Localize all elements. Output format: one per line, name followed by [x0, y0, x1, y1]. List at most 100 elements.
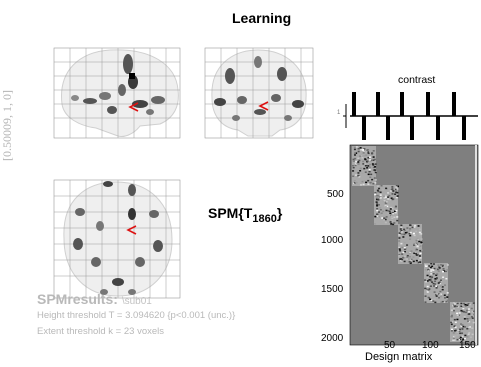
dm-noise-pixel: [435, 285, 438, 288]
dm-noise-pixel: [415, 239, 418, 242]
dm-noise-pixel: [464, 303, 467, 306]
dm-noise-pixel: [450, 321, 453, 324]
dm-noise-pixel: [425, 265, 428, 268]
dm-noise-pixel: [420, 242, 423, 244]
dm-noise-pixel: [357, 157, 360, 160]
dm-noise-pixel: [385, 216, 388, 218]
dm-noise-pixel: [426, 290, 429, 292]
dm-noise-pixel: [461, 332, 464, 334]
dm-noise-pixel: [399, 258, 402, 260]
dm-noise-pixel: [410, 258, 413, 261]
dm-noise-pixel: [396, 219, 399, 222]
contrast-pulse-pos-5: [452, 92, 456, 116]
dm-noise-pixel: [436, 293, 439, 295]
dm-noise-pixel: [461, 335, 464, 338]
dm-noise-pixel: [409, 224, 412, 226]
dm-noise-pixel: [434, 301, 437, 304]
axial-mip[interactable]: [53, 179, 181, 299]
dm-noise-pixel: [418, 231, 421, 234]
dm-noise-pixel: [385, 201, 388, 203]
dm-noise-pixel: [417, 259, 420, 261]
dm-noise-pixel: [403, 233, 406, 236]
dm-noise-pixel: [443, 294, 446, 296]
dm-noise-pixel: [471, 303, 474, 306]
dm-noise-pixel: [374, 182, 377, 184]
dm-noise-pixel: [436, 273, 439, 275]
dm-noise-pixel: [443, 297, 446, 299]
dm-noise-pixel: [391, 207, 394, 210]
dm-noise-pixel: [441, 286, 444, 288]
dm-noise-pixel: [409, 231, 412, 234]
coronal-mip[interactable]: [204, 47, 314, 139]
dm-noise-pixel: [436, 284, 439, 287]
dm-noise-pixel: [430, 270, 433, 272]
dm-noise-pixel: [430, 268, 433, 271]
dm-noise-pixel: [446, 264, 449, 266]
dm-noise-pixel: [357, 174, 360, 177]
dm-noise-pixel: [439, 293, 442, 296]
dm-noise-pixel: [438, 266, 441, 268]
dm-noise-pixel: [434, 278, 437, 280]
dm-noise-pixel: [368, 168, 371, 171]
dm-noise-pixel: [377, 216, 380, 219]
dm-noise-pixel: [362, 163, 365, 165]
dm-noise-pixel: [466, 336, 469, 338]
dm-noise-pixel: [442, 276, 445, 278]
dm-noise-pixel: [464, 334, 467, 337]
dm-noise-pixel: [363, 181, 366, 183]
dm-noise-pixel: [374, 163, 377, 165]
dm-ytick-500: 500: [327, 189, 344, 200]
dm-noise-pixel: [409, 228, 412, 230]
dm-noise-pixel: [413, 234, 416, 237]
dm-noise-pixel: [353, 152, 356, 154]
dm-noise-pixel: [370, 173, 373, 176]
dm-noise-pixel: [456, 312, 459, 315]
dm-noise-pixel: [381, 217, 384, 219]
dm-noise-pixel: [463, 311, 466, 313]
dm-noise-pixel: [468, 321, 471, 323]
dm-noise-pixel: [418, 255, 421, 257]
dm-noise-pixel: [374, 166, 377, 168]
dm-noise-pixel: [431, 265, 434, 268]
dm-noise-pixel: [368, 156, 371, 158]
dm-noise-pixel: [387, 196, 390, 198]
dm-noise-pixel: [377, 204, 380, 206]
dm-noise-pixel: [380, 185, 383, 187]
contrast-label: contrast: [398, 74, 436, 86]
dm-noise-pixel: [374, 179, 377, 181]
dm-noise-pixel: [377, 199, 380, 201]
dm-noise-pixel: [406, 231, 409, 234]
dm-noise-pixel: [462, 338, 465, 340]
dm-noise-pixel: [426, 282, 429, 284]
contrast-pulse-neg-2: [386, 116, 390, 140]
dm-noise-pixel: [438, 267, 441, 269]
dm-noise-pixel: [362, 148, 365, 151]
dm-noise-pixel: [433, 267, 436, 270]
dm-noise-pixel: [376, 209, 379, 212]
sagittal-mip[interactable]: [53, 47, 181, 139]
dm-noise-pixel: [452, 337, 455, 340]
dm-noise-pixel: [440, 280, 443, 282]
extent-threshold: Extent threshold k = 23 voxels: [37, 326, 165, 337]
dm-noise-pixel: [381, 189, 384, 191]
dm-noise-pixel: [419, 228, 422, 231]
dm-noise-pixel: [374, 223, 377, 225]
dm-noise-pixel: [459, 336, 462, 339]
dm-noise-pixel: [454, 321, 457, 324]
dm-noise-pixel: [419, 261, 422, 263]
dm-noise-pixel: [384, 202, 387, 204]
dm-noise-pixel: [377, 190, 380, 193]
dm-noise-pixel: [363, 167, 366, 170]
dm-noise-pixel: [435, 268, 438, 271]
dm-noise-pixel: [437, 293, 440, 295]
dm-noise-pixel: [456, 314, 459, 317]
dm-noise-pixel: [375, 195, 378, 197]
dm-noise-pixel: [445, 269, 448, 272]
dm-noise-pixel: [413, 243, 416, 245]
dm-noise-pixel: [354, 163, 357, 165]
dm-noise-pixel: [403, 228, 406, 231]
design-matrix[interactable]: [349, 144, 479, 346]
dm-noise-pixel: [379, 208, 382, 211]
dm-xtick-50: 50: [384, 340, 396, 351]
dm-xtick-150: 150: [459, 340, 476, 351]
